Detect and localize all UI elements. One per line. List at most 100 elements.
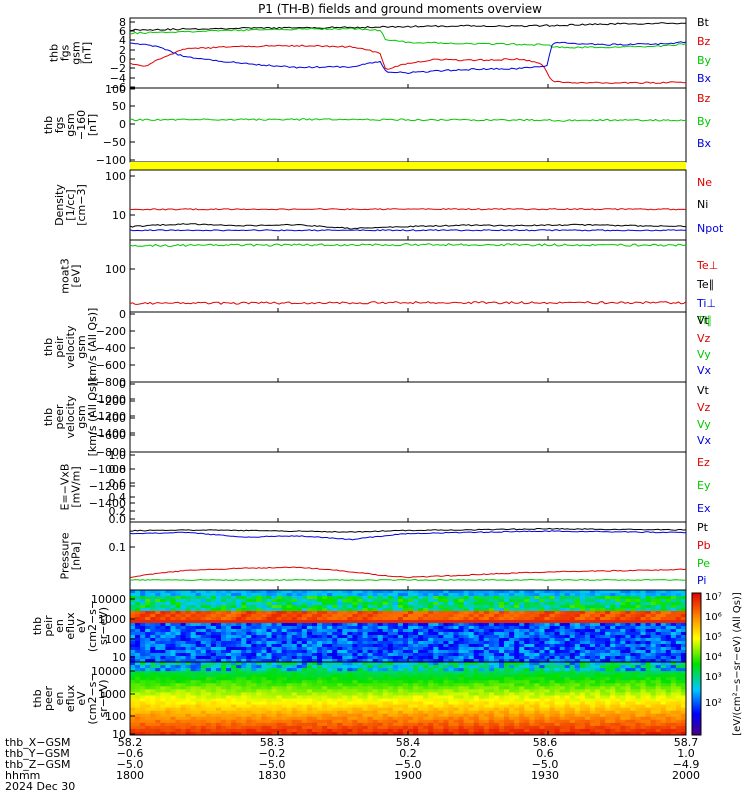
- heatmap-cell: [574, 716, 581, 721]
- heatmap-cell: [534, 626, 540, 630]
- heatmap-cell: [443, 659, 449, 663]
- heatmap-cell: [140, 632, 146, 636]
- heatmap-cell: [311, 638, 318, 642]
- heatmap-cell: [504, 638, 510, 642]
- heatmap-cell: [498, 590, 505, 594]
- heatmap-cell: [165, 674, 171, 678]
- heatmap-cell: [145, 665, 151, 669]
- heatmap-cell: [483, 632, 490, 636]
- heatmap-cell: [367, 659, 374, 663]
- heatmap-cell: [625, 623, 631, 627]
- heatmap-cell: [170, 614, 176, 618]
- heatmap-cell: [554, 611, 561, 615]
- heatmap-cell: [130, 701, 136, 706]
- heatmap-cell: [488, 680, 495, 684]
- heatmap-cell: [362, 704, 369, 709]
- heatmap-cell: [241, 644, 247, 648]
- heatmap-cell: [680, 710, 687, 715]
- ytick-label: 6: [119, 25, 126, 38]
- heatmap-cell: [433, 692, 439, 696]
- heatmap-cell: [529, 659, 535, 663]
- heatmap-cell: [413, 710, 419, 715]
- heatmap-cell: [569, 707, 576, 712]
- heatmap-cell: [311, 692, 318, 696]
- heatmap-cell: [226, 701, 232, 706]
- heatmap-cell: [387, 647, 394, 651]
- heatmap-cell: [190, 614, 197, 618]
- heatmap-cell: [675, 635, 682, 639]
- heatmap-cell: [468, 635, 475, 639]
- heatmap-cell: [524, 638, 530, 642]
- heatmap-cell: [544, 614, 551, 618]
- heatmap-cell: [145, 680, 151, 684]
- heatmap-cell: [670, 698, 677, 703]
- heatmap-cell: [595, 677, 601, 681]
- heatmap-cell: [236, 707, 242, 712]
- heatmap-cell: [135, 644, 141, 648]
- heatmap-cell: [357, 659, 363, 663]
- heatmap-cell: [493, 707, 500, 712]
- heatmap-cell: [488, 707, 495, 712]
- heatmap-cell: [195, 653, 202, 657]
- heatmap-cell: [402, 719, 409, 724]
- heatmap-cell: [195, 689, 202, 693]
- heatmap-cell: [453, 668, 460, 672]
- heatmap-cell: [402, 650, 409, 654]
- heatmap-cell: [155, 704, 161, 709]
- heatmap-cell: [529, 641, 535, 645]
- heatmap-cell: [630, 635, 636, 639]
- heatmap-cell: [140, 608, 146, 612]
- heatmap-cell: [655, 677, 662, 681]
- heatmap-cell: [160, 665, 166, 669]
- heatmap-cell: [488, 632, 495, 636]
- heatmap-cell: [650, 716, 657, 721]
- heatmap-cell: [675, 623, 682, 627]
- heatmap-cell: [387, 623, 394, 627]
- heatmap-cell: [301, 713, 308, 718]
- heatmap-cell: [145, 671, 151, 675]
- heatmap-cell: [584, 635, 591, 639]
- heatmap-cell: [645, 710, 652, 715]
- heatmap-cell: [200, 611, 207, 615]
- heatmap-cell: [630, 638, 636, 642]
- heatmap-cell: [337, 674, 343, 678]
- heatmap-cell: [291, 590, 298, 594]
- heatmap-cell: [418, 644, 424, 648]
- heatmap-cell: [322, 692, 328, 696]
- heatmap-cell: [534, 662, 540, 666]
- heatmap-cell: [579, 647, 586, 651]
- heatmap-cell: [574, 698, 581, 703]
- heatmap-cell: [317, 629, 323, 633]
- heatmap-cell: [291, 698, 298, 703]
- heatmap-cell: [428, 695, 434, 699]
- heatmap-cell: [544, 599, 551, 603]
- heatmap-cell: [605, 701, 611, 706]
- heatmap-cell: [458, 665, 465, 669]
- heatmap-cell: [408, 692, 414, 696]
- heatmap-cell: [584, 614, 591, 618]
- heatmap-cell: [453, 590, 460, 594]
- heatmap-cell: [150, 647, 156, 651]
- heatmap-cell: [483, 662, 490, 666]
- heatmap-cell: [524, 614, 530, 618]
- ytick-label: 2: [119, 44, 126, 57]
- heatmap-cell: [443, 617, 449, 621]
- heatmap-cell: [584, 692, 591, 696]
- heatmap-cell: [332, 650, 338, 654]
- heatmap-cell: [205, 650, 212, 654]
- heatmap-cell: [337, 614, 343, 618]
- heatmap-cell: [635, 644, 641, 648]
- heatmap-cell: [337, 692, 343, 696]
- heatmap-cell: [301, 593, 308, 597]
- heatmap-cell: [675, 710, 682, 715]
- heatmap-cell: [438, 713, 444, 718]
- heatmap-cell: [180, 644, 187, 648]
- heatmap-cell: [135, 635, 141, 639]
- heatmap-cell: [660, 626, 667, 630]
- heatmap-cell: [509, 626, 515, 630]
- heatmap-cell: [473, 647, 480, 651]
- heatmap-cell: [443, 638, 449, 642]
- heatmap-cell: [665, 626, 672, 630]
- heatmap-cell: [150, 611, 156, 615]
- heatmap-cell: [342, 677, 348, 681]
